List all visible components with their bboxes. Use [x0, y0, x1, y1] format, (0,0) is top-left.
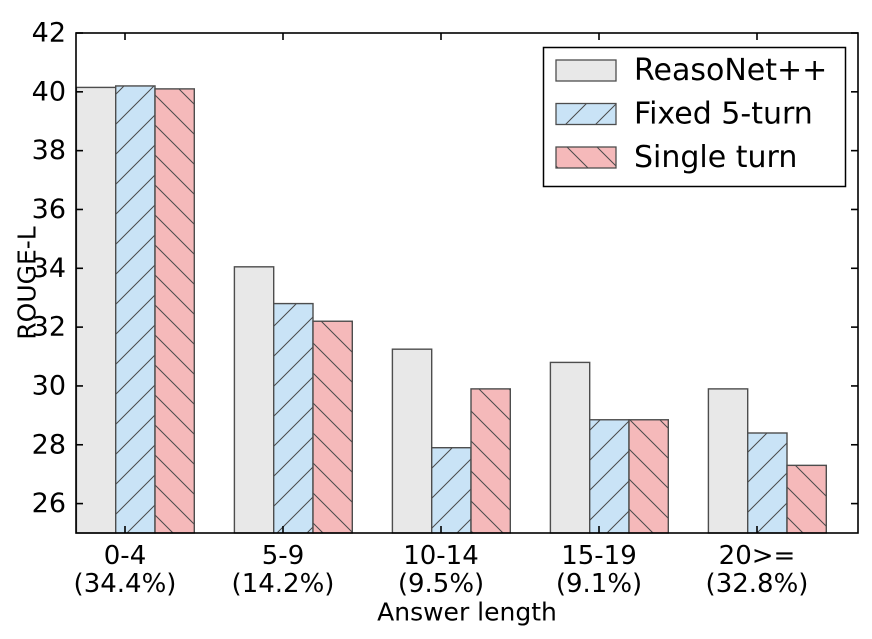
bar-hatch — [471, 388, 511, 533]
x-tick-sublabel: (9.5%) — [398, 569, 484, 599]
bar — [550, 362, 590, 533]
x-tick-label: 20>= — [719, 541, 796, 571]
bar-hatch — [629, 419, 669, 533]
y-tick-label: 26 — [32, 488, 66, 519]
bar — [392, 349, 432, 533]
x-tick-sublabel: (32.8%) — [706, 569, 809, 599]
y-axis-title: ROUGE-L — [13, 226, 42, 340]
bar-hatch — [155, 88, 195, 533]
bars-layer — [75, 85, 827, 534]
y-tick-label: 42 — [32, 18, 66, 49]
bar — [234, 266, 274, 533]
y-tick-label: 36 — [32, 194, 66, 225]
bar-hatch — [787, 465, 827, 533]
legend-swatch — [556, 60, 616, 81]
legend-swatch-edge — [555, 59, 617, 82]
x-tick-label: 10-14 — [403, 541, 479, 571]
bar — [708, 388, 748, 533]
legend: ReasoNet++ Fixed 5-turn Single turn — [542, 46, 847, 188]
legend-swatch-edge — [555, 146, 617, 169]
y-tick-label: 34 — [32, 253, 66, 284]
x-tick-sublabel: (34.4%) — [74, 569, 177, 599]
legend-swatch-edge — [555, 102, 617, 126]
plot-area-border — [75, 32, 859, 534]
bar-hatch — [747, 433, 787, 533]
x-tick-sublabel: (9.1%) — [556, 569, 642, 599]
bar-hatch — [313, 321, 353, 533]
x-tick-label: 15-19 — [561, 541, 637, 571]
y-tick-label: 40 — [32, 76, 66, 107]
bar-hatch — [273, 303, 313, 533]
x-tick-label: 0-4 — [104, 541, 146, 571]
ticks-layer: 26 28 30 32 34 36 38 40 42 0-4(34.4%) 5-9(14.2%) 10… — [32, 18, 858, 599]
bar-hatch — [589, 419, 629, 533]
bar-hatch — [115, 85, 155, 534]
legend-label: ReasoNet++ — [634, 53, 827, 88]
x-axis-title: Answer length — [377, 598, 557, 627]
y-tick-label: 30 — [32, 370, 66, 401]
y-tick-label: 32 — [32, 312, 66, 343]
y-tick-label: 38 — [32, 135, 66, 166]
legend-label: Fixed 5-turn — [634, 97, 813, 132]
y-tick-label: 28 — [32, 429, 66, 460]
legend-swatch-hatch — [556, 103, 616, 125]
bar — [76, 87, 116, 533]
x-tick-label: 5-9 — [262, 541, 304, 571]
legend-swatch-hatch — [556, 147, 616, 168]
legend-label: Single turn — [634, 140, 797, 175]
bar-hatch — [431, 447, 471, 533]
x-tick-sublabel: (14.2%) — [232, 569, 335, 599]
